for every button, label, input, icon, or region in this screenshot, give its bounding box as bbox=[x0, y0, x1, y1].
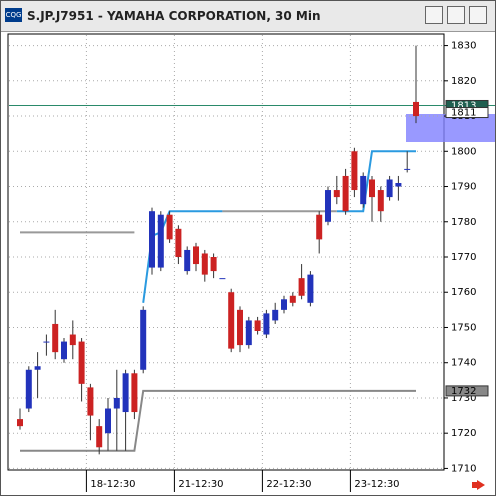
candle-body bbox=[254, 320, 261, 331]
candle-body bbox=[96, 426, 103, 448]
candle-body bbox=[210, 257, 217, 272]
candle-body bbox=[43, 341, 50, 343]
scroll-arrow-tail[interactable] bbox=[472, 482, 478, 488]
minimize-button[interactable] bbox=[425, 6, 443, 24]
candle-body bbox=[263, 313, 270, 335]
maximize-button[interactable] bbox=[447, 6, 465, 24]
candle-body bbox=[386, 179, 393, 198]
candle-body bbox=[105, 408, 111, 434]
candle-body bbox=[157, 214, 164, 268]
candle-body bbox=[113, 397, 120, 409]
y-tick-label: 1740 bbox=[451, 358, 476, 369]
candle-body bbox=[87, 387, 94, 416]
candle-body bbox=[237, 309, 243, 346]
plot-frame bbox=[7, 33, 445, 471]
candle-body bbox=[351, 151, 358, 191]
candle-body bbox=[369, 179, 375, 198]
y-tick-label: 1780 bbox=[451, 217, 476, 228]
candle-body bbox=[149, 211, 155, 268]
x-tick-label: 21-12:30 bbox=[178, 479, 223, 490]
candle-body bbox=[325, 190, 331, 222]
candle-body bbox=[342, 175, 349, 212]
scroll-arrow[interactable] bbox=[477, 480, 485, 490]
candle-body bbox=[404, 168, 411, 170]
y-tick-label: 1820 bbox=[451, 76, 476, 87]
candle-body bbox=[272, 309, 279, 321]
candle-body bbox=[131, 373, 138, 413]
candle-body bbox=[78, 341, 85, 384]
x-tick-label: 18-12:30 bbox=[90, 479, 135, 490]
candle-body bbox=[228, 292, 235, 349]
candle-body bbox=[395, 183, 402, 187]
price-highlight bbox=[406, 114, 495, 142]
candle-body bbox=[69, 334, 76, 346]
candle-body bbox=[25, 369, 32, 409]
candle-body bbox=[184, 249, 191, 272]
x-tick-label: 23-12:30 bbox=[354, 479, 399, 490]
price-label-box bbox=[445, 385, 489, 397]
price-label-box bbox=[445, 107, 489, 119]
candle-body bbox=[413, 101, 419, 117]
y-tick-label: 1730 bbox=[451, 393, 476, 404]
candle-body bbox=[377, 190, 384, 212]
candle-body bbox=[333, 190, 340, 198]
price-label: 1811 bbox=[451, 108, 476, 119]
y-tick-label: 1750 bbox=[451, 322, 476, 333]
window-title: S.JP.J7951 - YAMAHA CORPORATION, 30 Min bbox=[27, 9, 321, 23]
candle-body bbox=[140, 309, 147, 370]
indicator-line bbox=[20, 210, 337, 234]
candle-body bbox=[201, 253, 208, 275]
y-tick-label: 1830 bbox=[451, 41, 476, 52]
y-tick-label: 1790 bbox=[451, 182, 476, 193]
x-tick-label: 22-12:30 bbox=[266, 479, 311, 490]
candle-body bbox=[193, 246, 199, 265]
indicator-line bbox=[142, 150, 416, 303]
candle-body bbox=[219, 278, 226, 280]
y-tick-label: 1710 bbox=[451, 463, 476, 474]
app-icon: CQG bbox=[5, 8, 22, 22]
candle-body bbox=[52, 323, 59, 353]
candle-body bbox=[245, 320, 252, 346]
candle-body bbox=[307, 274, 314, 303]
y-tick-label: 1720 bbox=[451, 428, 476, 439]
candle-body bbox=[34, 366, 41, 370]
candle-body bbox=[298, 278, 305, 296]
candle-body bbox=[281, 299, 287, 310]
title-bar: CQG S.JP.J7951 - YAMAHA CORPORATION, 30 … bbox=[1, 1, 495, 32]
candle-body bbox=[17, 419, 23, 427]
candle-body bbox=[289, 295, 296, 303]
candle-body bbox=[122, 373, 129, 413]
close-button[interactable] bbox=[469, 6, 487, 24]
chart: 1710 1720 1730 1740 1750 1760 1770 1780 1790 1800… bbox=[7, 33, 495, 492]
y-tick-label: 1800 bbox=[451, 146, 476, 157]
price-label: 1732 bbox=[451, 386, 476, 397]
candle-body bbox=[166, 214, 173, 240]
candle-body bbox=[316, 214, 323, 240]
candle-body bbox=[61, 341, 67, 360]
y-tick-label: 1760 bbox=[451, 287, 476, 298]
candle-body bbox=[175, 228, 182, 257]
y-tick-label: 1770 bbox=[451, 252, 476, 263]
price-label: 1813 bbox=[451, 100, 476, 111]
indicator-line bbox=[20, 389, 416, 452]
candle-body bbox=[360, 175, 367, 205]
